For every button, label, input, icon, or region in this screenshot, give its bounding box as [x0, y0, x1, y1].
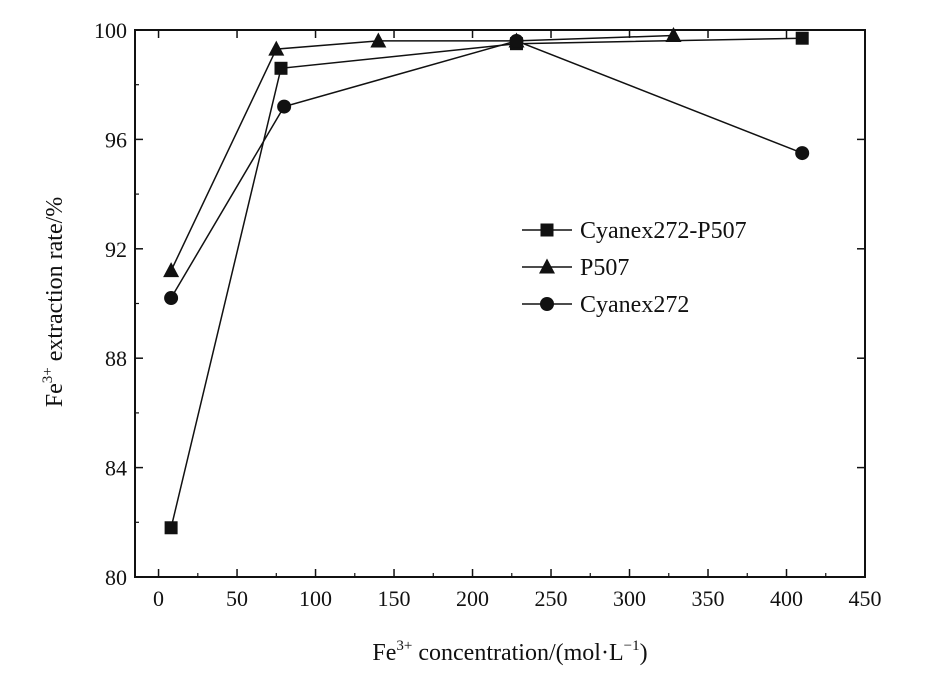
legend-marker — [540, 223, 554, 237]
y-tick-label: 100 — [94, 18, 127, 43]
data-point — [795, 146, 810, 161]
data-point — [795, 31, 809, 45]
legend-label: P507 — [580, 255, 629, 281]
data-point — [370, 32, 387, 48]
x-tick-label: 200 — [456, 586, 489, 611]
x-axis-label: Fe3+ concentration/(mol·L−1) — [372, 638, 647, 666]
data-point — [268, 40, 285, 56]
series-line — [170, 40, 803, 299]
x-tick-label: 0 — [153, 586, 164, 611]
y-tick-label: 88 — [105, 346, 127, 371]
x-tick-label: 350 — [692, 586, 725, 611]
legend-marker — [539, 258, 555, 274]
data-point — [164, 291, 179, 306]
axis-ticks: 0 50 100 150 200 250 300 350 400 450 80 84 88 92 96 100 — [94, 18, 882, 611]
x-tick-label: 400 — [770, 586, 803, 611]
data-point — [164, 521, 178, 535]
x-tick-label: 50 — [226, 586, 248, 611]
plot-frame — [134, 29, 866, 578]
series-group — [163, 26, 810, 535]
series-line — [170, 37, 803, 528]
x-tick-label: 450 — [849, 586, 882, 611]
legend-marker — [540, 297, 554, 311]
x-tick-label: 150 — [378, 586, 411, 611]
plot-area-border — [134, 29, 866, 578]
x-tick-label: 250 — [535, 586, 568, 611]
x-tick-label: 300 — [613, 586, 646, 611]
legend-item: Cyanex272 — [522, 292, 689, 318]
x-tick-label: 100 — [299, 586, 332, 611]
data-point — [665, 26, 682, 42]
y-axis-label: Fe3+ extraction rate/% — [40, 197, 68, 408]
legend-label: Cyanex272 — [580, 292, 689, 318]
legend-item: Cyanex272-P507 — [522, 218, 747, 244]
y-tick-label: 84 — [105, 456, 127, 481]
series-square — [164, 31, 809, 535]
data-point — [163, 262, 180, 278]
legend-label: Cyanex272-P507 — [580, 218, 747, 244]
y-tick-label: 80 — [105, 565, 127, 590]
data-point — [277, 99, 292, 114]
series-circle — [164, 33, 810, 306]
y-tick-label: 92 — [105, 237, 127, 262]
legend-item: P507 — [522, 255, 629, 281]
data-point — [509, 33, 524, 48]
legend: Cyanex272-P507 P507 Cyanex272 — [522, 218, 747, 318]
y-tick-label: 96 — [105, 127, 127, 152]
data-point — [274, 61, 288, 75]
